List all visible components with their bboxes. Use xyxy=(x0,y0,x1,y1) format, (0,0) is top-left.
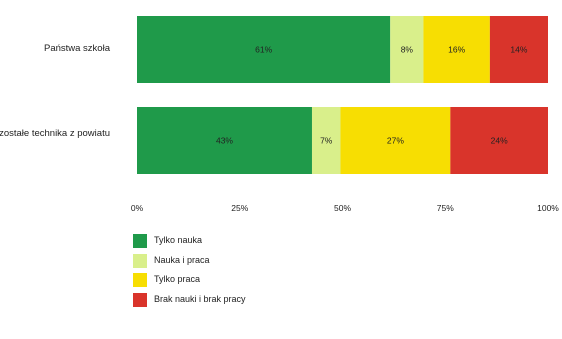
bar-segment xyxy=(340,107,451,174)
legend-swatch xyxy=(133,273,147,287)
x-tick-label: 0% xyxy=(131,203,144,213)
bar-segment xyxy=(311,107,341,174)
data-label: 61% xyxy=(255,45,272,55)
legend-label: Tylko praca xyxy=(154,274,201,284)
legend-label: Tylko nauka xyxy=(154,235,203,245)
data-label: 8% xyxy=(401,45,414,55)
x-tick-label: 50% xyxy=(334,203,351,213)
bar-segment xyxy=(423,16,490,83)
legend-swatch xyxy=(133,253,147,268)
x-tick-label: 75% xyxy=(437,203,454,213)
legend-label: Brak nauki i brak pracy xyxy=(154,293,246,304)
bar-segment xyxy=(137,107,312,174)
data-label: 7% xyxy=(320,136,333,146)
category-label: Pozostałe technika z powiatu xyxy=(0,128,110,139)
legend-swatch xyxy=(133,234,147,248)
x-tick-label: 25% xyxy=(231,203,248,213)
data-label: 43% xyxy=(216,136,233,146)
data-label: 16% xyxy=(448,45,465,55)
x-tick-label: 100% xyxy=(537,203,559,213)
bar-segment xyxy=(390,16,424,83)
data-label: 24% xyxy=(491,136,508,146)
data-label: 14% xyxy=(510,45,527,55)
category-label: Państwa szkoła xyxy=(43,43,110,54)
data-label: 27% xyxy=(387,136,404,146)
bar-segment xyxy=(489,16,548,83)
bar-segment xyxy=(137,16,391,83)
legend-swatch xyxy=(133,292,147,307)
bar-segment xyxy=(450,107,548,174)
legend-label: Nauka i praca xyxy=(154,254,210,265)
